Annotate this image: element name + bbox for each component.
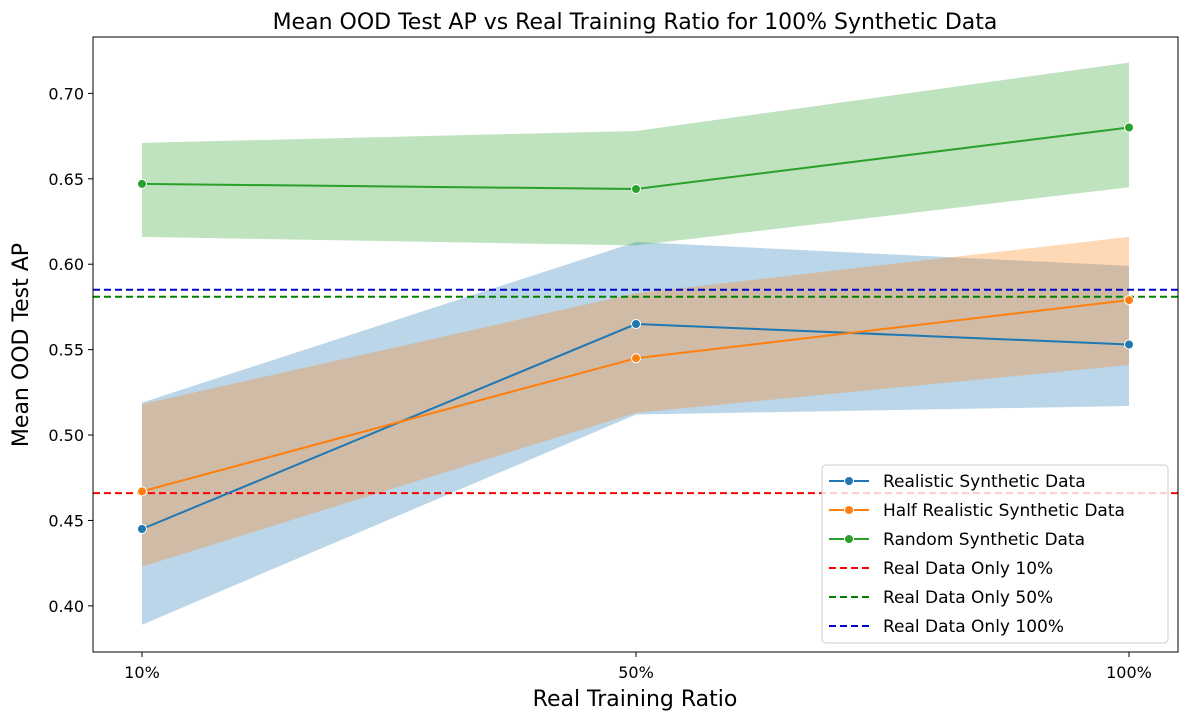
x-tick-label-1: 50%: [618, 663, 654, 682]
legend-marker-0: [844, 476, 854, 486]
point-series-0-2: [1124, 339, 1134, 350]
band-series-0: [142, 242, 1129, 625]
point-series-1-0: [137, 486, 147, 497]
band-series-2: [142, 62, 1129, 246]
legend-frame: [821, 464, 1169, 644]
y-axis-ticks: 0.40 0.45 0.50 0.55 0.60 0.65 0.70: [48, 84, 93, 616]
y-axis-title: Mean OOD Test AP: [9, 243, 34, 447]
point-series-2-2: [1124, 122, 1134, 133]
point-series-0-0: [137, 524, 147, 534]
band-series-1: [142, 236, 1129, 567]
point-series-2-0: [137, 178, 147, 189]
point-series-1-1: [631, 353, 641, 364]
y-tick-label-5: 0.65: [48, 170, 84, 189]
x-tick-label-0: 10%: [124, 663, 160, 682]
legend-label-4: Real Data Only 50%: [883, 588, 1053, 608]
y-tick-label-6: 0.70: [48, 84, 84, 103]
y-tick-label-2: 0.50: [48, 426, 84, 445]
confidence-bands: [142, 62, 1129, 625]
legend: Realistic Synthetic Data Half Realistic S…: [821, 464, 1169, 644]
y-tick-label-4: 0.60: [48, 255, 84, 274]
legend-marker-1: [844, 505, 854, 515]
legend-marker-2: [844, 534, 854, 544]
legend-label-2: Random Synthetic Data: [883, 530, 1085, 550]
chart-title: Mean OOD Test AP vs Real Training Ratio …: [273, 10, 998, 35]
x-axis-title: Real Training Ratio: [533, 687, 738, 712]
y-tick-label-1: 0.45: [48, 511, 84, 530]
y-tick-label-3: 0.55: [48, 341, 84, 360]
x-axis-ticks: 10% 50% 100%: [124, 652, 1152, 682]
point-series-0-1: [631, 319, 641, 329]
point-series-1-2: [1124, 295, 1134, 306]
legend-label-3: Real Data Only 10%: [883, 559, 1053, 579]
series-markers: [137, 122, 1134, 534]
x-tick-label-2: 100%: [1106, 663, 1152, 682]
legend-label-0: Realistic Synthetic Data: [883, 472, 1086, 492]
y-tick-label-0: 0.40: [48, 597, 84, 616]
legend-label-1: Half Realistic Synthetic Data: [883, 501, 1125, 521]
legend-label-5: Real Data Only 100%: [883, 617, 1064, 637]
point-series-2-1: [631, 184, 641, 194]
